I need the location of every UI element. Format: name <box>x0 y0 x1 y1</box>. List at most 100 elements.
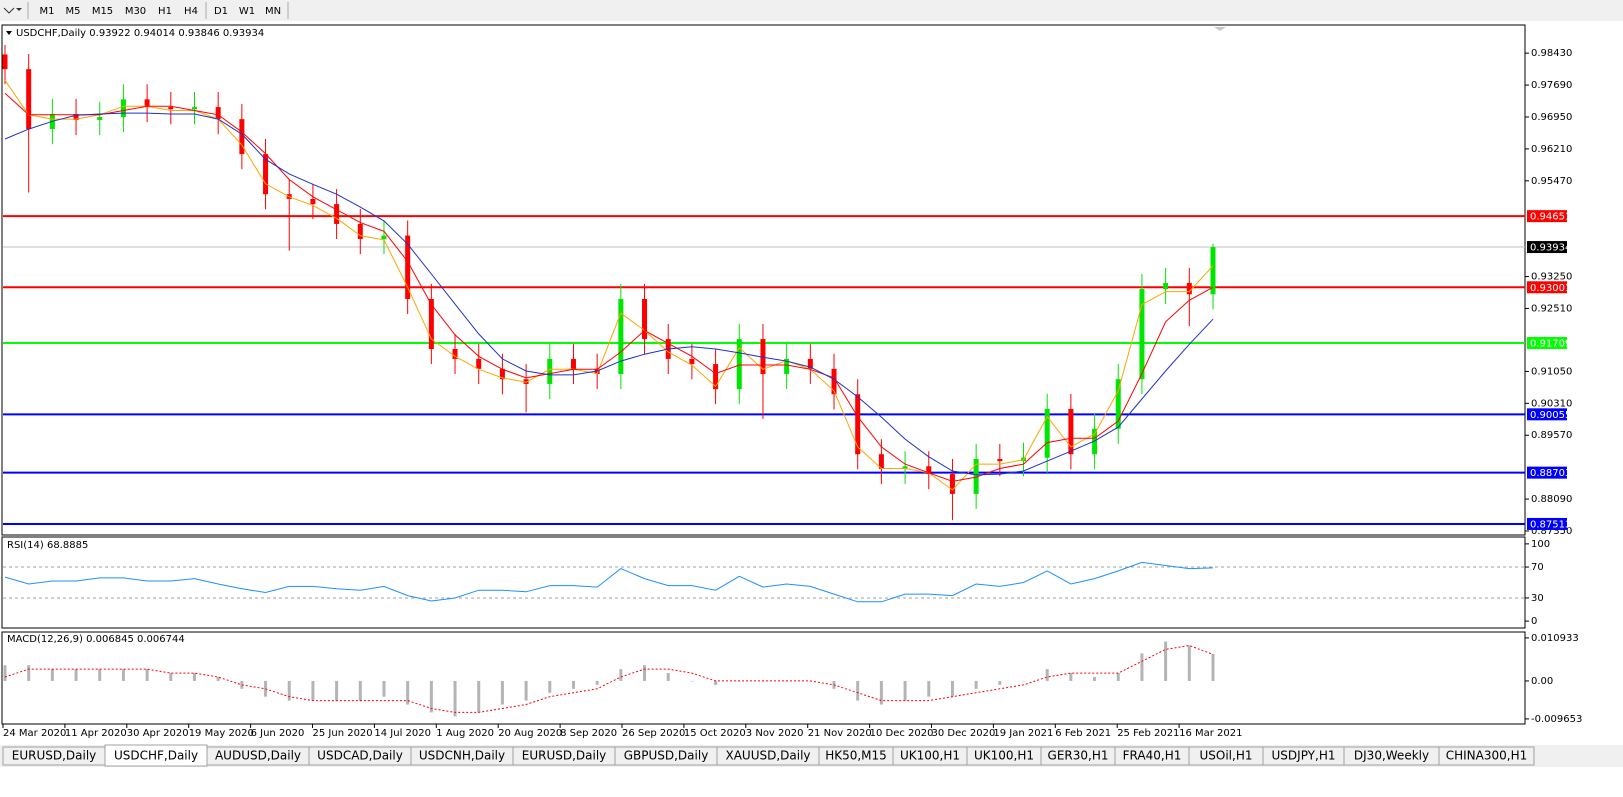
x-tick-label: 21 Nov 2020 <box>808 728 872 739</box>
rsi-line <box>4 561 1214 603</box>
timeframe-label: D1 <box>214 6 228 17</box>
timeframe-button-bg <box>260 2 286 19</box>
macd-bar <box>358 680 362 701</box>
macd-bar <box>429 680 433 713</box>
candle-body <box>997 458 1003 462</box>
y-tick-label: 100 <box>1531 539 1550 550</box>
macd-bar <box>1164 641 1168 681</box>
candle-body <box>949 474 955 494</box>
macd-bar <box>548 680 552 693</box>
timeframe-button[interactable]: D1 <box>208 2 234 19</box>
candle-body <box>642 298 648 340</box>
tab[interactable]: AUDUSD,Daily <box>206 746 310 766</box>
candle-body <box>1092 428 1098 455</box>
timeframe-button[interactable]: H4 <box>178 2 204 19</box>
macd-bar <box>879 680 883 705</box>
candle-body <box>476 358 482 369</box>
timeframe-button-bg <box>34 2 60 19</box>
moving-average <box>4 112 1214 476</box>
tab[interactable]: HK50,M15 <box>818 746 894 766</box>
shift-marker <box>1214 27 1226 31</box>
macd-bar <box>714 680 718 685</box>
candle-body <box>736 339 742 390</box>
y-tick-label: 0.91050 <box>1531 366 1572 377</box>
timeframe-button[interactable]: M5 <box>60 2 86 19</box>
macd-bar <box>121 669 125 681</box>
timeframe-button[interactable]: M30 <box>119 2 152 19</box>
macd-bar <box>50 669 54 681</box>
x-tick-label: 19 May 2020 <box>189 728 254 739</box>
candle-body <box>1044 408 1050 458</box>
tab[interactable]: XAUUSD,Daily <box>716 746 820 766</box>
candle-body <box>357 223 363 240</box>
macd-bar <box>571 680 575 689</box>
candle-body <box>428 298 434 349</box>
candle-body <box>713 364 719 390</box>
x-tick-label: 19 Jan 2021 <box>993 728 1053 739</box>
tab-label: USDCHF,Daily <box>114 749 198 763</box>
candle-body <box>381 235 387 240</box>
tab[interactable]: USOil,H1 <box>1188 746 1264 766</box>
tab[interactable]: GBPUSD,Daily <box>614 746 718 766</box>
tab[interactable]: USDJPY,H1 <box>1262 746 1345 766</box>
x-tick-label: 25 Feb 2021 <box>1117 728 1179 739</box>
level-label-bg <box>1527 337 1567 350</box>
macd-bar <box>524 680 528 701</box>
tab[interactable]: FRA40,H1 <box>1114 746 1190 766</box>
level-label: 0.88703 <box>1530 468 1571 479</box>
tab[interactable]: UK100,H1 <box>892 746 968 766</box>
tab[interactable]: UK100,H1 <box>966 746 1042 766</box>
toolbar-dropdown <box>16 8 22 11</box>
signal-line <box>4 644 1214 713</box>
tab[interactable]: CHINA300,H1 <box>1438 746 1535 766</box>
main-title: USDCHF,Daily 0.93922 0.94014 0.93846 0.9… <box>16 28 264 39</box>
timeframe-button-bg <box>234 2 260 19</box>
tab[interactable]: GER30,H1 <box>1040 746 1116 766</box>
tab[interactable]: USDCAD,Daily <box>308 746 412 766</box>
title-arrow <box>6 31 12 35</box>
candle-body <box>689 358 695 365</box>
timeframe-button[interactable]: W1 <box>234 2 260 19</box>
macd-bar <box>1211 653 1215 681</box>
tab[interactable]: EURUSD,Daily <box>2 746 106 766</box>
timeframe-button[interactable]: M1 <box>34 2 60 19</box>
moving-average <box>4 92 1214 482</box>
macd-bar <box>1116 673 1120 681</box>
x-tick-label: 3 Nov 2020 <box>746 728 804 739</box>
tab[interactable]: DJ30,Weekly <box>1343 746 1440 766</box>
candle-body <box>26 69 32 130</box>
rsi-title: RSI(14) 68.8885 <box>7 540 88 551</box>
macd-bar <box>311 680 315 701</box>
candle-body <box>2 54 8 70</box>
timeframe-button[interactable]: H1 <box>152 2 178 19</box>
macd-bar <box>145 669 149 681</box>
x-tick-label: 24 Mar 2020 <box>3 728 66 739</box>
tab[interactable]: USDCHF,Daily <box>104 744 208 767</box>
timeframe-button[interactable]: M15 <box>86 2 119 19</box>
macd-bar <box>1093 676 1097 681</box>
x-tick-label: 20 Aug 2020 <box>498 728 562 739</box>
tab[interactable]: EURUSD,Daily <box>512 746 616 766</box>
level-label-bg <box>1527 281 1567 294</box>
x-tick-label: 8 Sep 2020 <box>560 728 617 739</box>
candle-body <box>878 454 884 469</box>
level-label: 0.91709 <box>1530 339 1571 350</box>
timeframe-label: MN <box>265 6 281 17</box>
timeframe-button[interactable]: MN <box>260 2 286 19</box>
y-tick-label: 0.87350 <box>1531 526 1572 537</box>
candle-body <box>334 204 340 224</box>
macd-bar <box>950 680 954 697</box>
candle-body <box>499 368 505 380</box>
candle-body <box>144 99 150 108</box>
macd-bar <box>477 680 481 713</box>
candle-body <box>405 235 411 299</box>
macd-bar <box>595 680 599 685</box>
tab-label: USOil,H1 <box>1200 749 1253 763</box>
level-label: 0.93934 <box>1530 243 1571 254</box>
x-tick-label: 16 Mar 2021 <box>1179 728 1242 739</box>
candle-body <box>263 154 269 195</box>
level-label: 0.94651 <box>1530 212 1571 223</box>
macd-bar <box>1045 669 1049 681</box>
tab[interactable]: USDCNH,Daily <box>410 746 514 766</box>
timeframe-button-bg <box>208 2 234 19</box>
